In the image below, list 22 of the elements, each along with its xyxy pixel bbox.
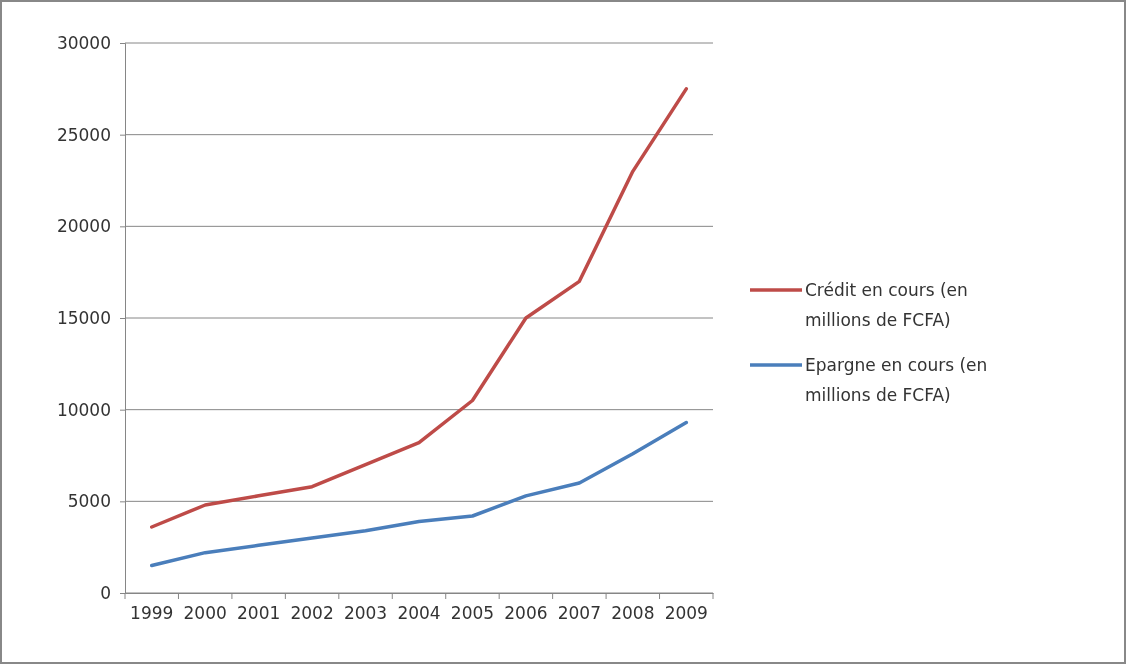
x-tick-label: 2006 (504, 603, 548, 624)
legend-label: Crédit en cours (en millions de FCFA) (805, 280, 968, 330)
y-tick-label: 5000 (67, 491, 111, 512)
y-tick-label: 30000 (56, 32, 111, 53)
y-tick-label: 20000 (56, 216, 111, 237)
x-tick-label: 2009 (664, 603, 708, 624)
legend-label: Epargne en cours (en millions de FCFA) (805, 355, 988, 405)
y-tick-label: 10000 (56, 399, 111, 420)
x-tick-label: 1999 (130, 603, 174, 624)
x-tick-label: 2007 (557, 603, 601, 624)
x-tick-label: 2004 (397, 603, 441, 624)
x-tick-label: 2001 (237, 603, 281, 624)
x-tick-label: 2000 (183, 603, 227, 624)
x-tick-label: 2005 (450, 603, 495, 624)
x-tick-label: 2003 (343, 603, 388, 624)
x-tick-label: 2008 (611, 603, 655, 624)
line-series (149, 420, 689, 568)
x-tick-label: 2002 (290, 603, 334, 624)
y-tick-label: 15000 (56, 307, 111, 328)
line-series (149, 87, 689, 529)
y-tick-label: 25000 (56, 124, 111, 145)
y-tick-label: 0 (100, 582, 111, 603)
